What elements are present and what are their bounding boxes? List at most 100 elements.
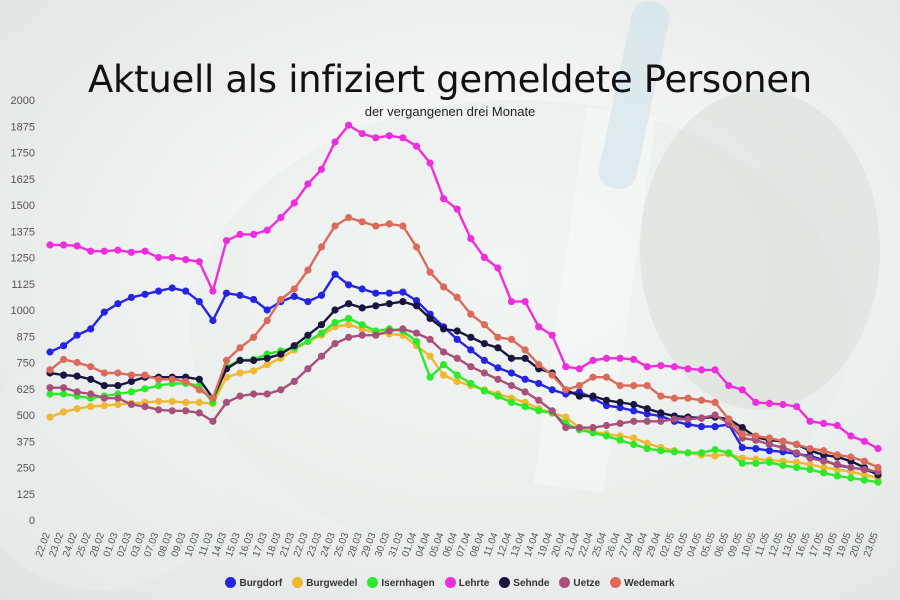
data-point[interactable]: [711, 452, 719, 460]
data-point[interactable]: [358, 304, 366, 312]
data-point[interactable]: [304, 365, 312, 373]
data-point[interactable]: [168, 284, 176, 292]
data-point[interactable]: [250, 367, 258, 375]
data-point[interactable]: [535, 361, 543, 369]
data-point[interactable]: [535, 323, 543, 331]
data-point[interactable]: [385, 300, 393, 308]
data-point[interactable]: [290, 377, 298, 385]
data-point[interactable]: [236, 369, 244, 377]
data-point[interactable]: [209, 316, 217, 325]
data-point[interactable]: [738, 424, 746, 432]
data-point[interactable]: [155, 382, 163, 390]
data-point[interactable]: [507, 369, 516, 377]
data-point[interactable]: [60, 384, 68, 392]
data-point[interactable]: [46, 384, 54, 392]
data-point[interactable]: [521, 388, 529, 396]
data-point[interactable]: [711, 423, 719, 431]
data-point[interactable]: [725, 449, 733, 457]
data-point[interactable]: [141, 385, 149, 393]
data-point[interactable]: [535, 379, 543, 388]
data-point[interactable]: [263, 354, 271, 362]
data-point[interactable]: [114, 246, 122, 254]
data-point[interactable]: [521, 298, 529, 306]
data-point[interactable]: [426, 335, 434, 343]
data-point[interactable]: [195, 398, 203, 406]
data-point[interactable]: [507, 335, 516, 343]
data-point[interactable]: [643, 417, 651, 425]
data-point[interactable]: [182, 377, 190, 385]
data-point[interactable]: [480, 340, 488, 348]
data-point[interactable]: [779, 400, 787, 409]
data-point[interactable]: [738, 454, 746, 462]
data-point[interactable]: [630, 434, 638, 442]
data-point[interactable]: [114, 369, 122, 377]
data-point[interactable]: [60, 408, 68, 416]
data-point[interactable]: [589, 429, 597, 437]
data-point[interactable]: [630, 440, 638, 448]
data-point[interactable]: [168, 375, 176, 383]
data-point[interactable]: [317, 243, 326, 251]
data-point[interactable]: [277, 295, 285, 304]
data-point[interactable]: [806, 460, 814, 468]
data-point[interactable]: [73, 331, 81, 339]
data-point[interactable]: [575, 392, 584, 400]
data-point[interactable]: [209, 417, 217, 425]
data-point[interactable]: [602, 432, 611, 440]
data-point[interactable]: [385, 220, 393, 228]
data-point[interactable]: [168, 253, 176, 262]
data-point[interactable]: [494, 375, 502, 383]
data-point[interactable]: [426, 352, 434, 360]
data-point[interactable]: [182, 407, 190, 415]
data-point[interactable]: [87, 375, 95, 383]
data-point[interactable]: [236, 356, 244, 364]
data-point[interactable]: [141, 247, 149, 255]
data-point[interactable]: [711, 446, 719, 454]
data-point[interactable]: [467, 333, 475, 341]
data-point[interactable]: [602, 421, 611, 430]
data-point[interactable]: [385, 327, 393, 335]
data-point[interactable]: [847, 474, 855, 482]
data-point[interactable]: [236, 392, 244, 400]
data-point[interactable]: [820, 457, 828, 465]
data-point[interactable]: [535, 407, 543, 415]
data-point[interactable]: [399, 325, 407, 333]
data-point[interactable]: [548, 407, 556, 415]
data-point[interactable]: [765, 434, 774, 442]
data-point[interactable]: [847, 432, 855, 440]
data-point[interactable]: [738, 444, 746, 452]
data-point[interactable]: [697, 449, 706, 457]
data-point[interactable]: [480, 356, 488, 364]
data-point[interactable]: [290, 292, 298, 300]
data-point[interactable]: [521, 375, 529, 383]
data-point[interactable]: [765, 458, 774, 466]
data-point[interactable]: [100, 402, 108, 410]
data-point[interactable]: [779, 444, 787, 452]
data-point[interactable]: [752, 432, 760, 440]
data-point[interactable]: [277, 386, 285, 394]
data-point[interactable]: [263, 226, 271, 234]
data-point[interactable]: [277, 350, 285, 358]
data-point[interactable]: [60, 342, 68, 350]
data-point[interactable]: [738, 386, 746, 394]
data-point[interactable]: [494, 392, 502, 400]
data-point[interactable]: [453, 293, 461, 301]
data-point[interactable]: [114, 400, 122, 409]
data-point[interactable]: [358, 331, 366, 339]
data-point[interactable]: [87, 325, 95, 333]
data-point[interactable]: [317, 329, 326, 337]
data-point[interactable]: [209, 287, 217, 295]
data-point[interactable]: [60, 241, 68, 249]
data-point[interactable]: [725, 382, 733, 390]
data-point[interactable]: [725, 415, 733, 423]
data-point[interactable]: [372, 134, 380, 142]
data-point[interactable]: [155, 406, 163, 414]
data-point[interactable]: [684, 365, 692, 373]
data-point[interactable]: [793, 403, 801, 411]
data-point[interactable]: [290, 285, 298, 293]
data-point[interactable]: [765, 440, 774, 448]
data-point[interactable]: [304, 337, 312, 346]
data-point[interactable]: [467, 363, 475, 371]
data-point[interactable]: [806, 466, 814, 474]
data-point[interactable]: [860, 437, 869, 445]
data-point[interactable]: [317, 291, 326, 299]
